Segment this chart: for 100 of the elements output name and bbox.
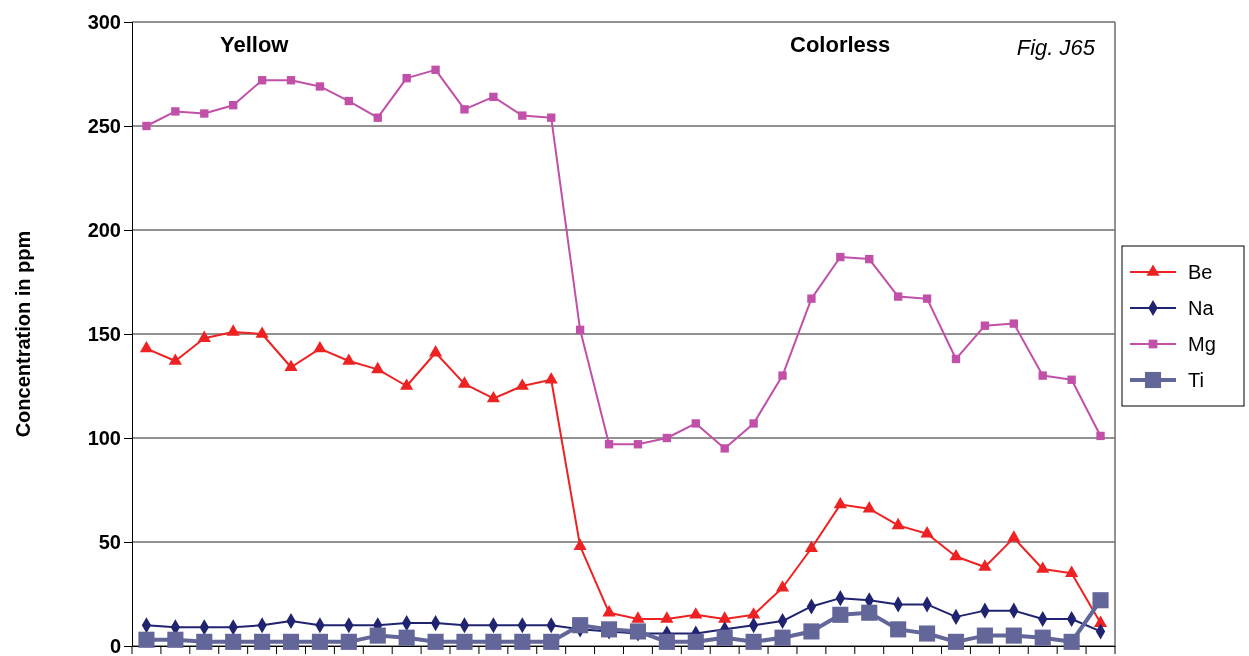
point [371, 361, 385, 374]
point [833, 496, 847, 509]
point [457, 376, 472, 388]
point [660, 611, 674, 623]
point [687, 633, 704, 650]
point [197, 330, 211, 342]
annotation: Colorless [790, 32, 891, 57]
legend-label: Mg [1188, 333, 1216, 355]
point [893, 292, 903, 301]
point [716, 629, 733, 646]
point [749, 419, 758, 428]
point [514, 633, 531, 650]
point [257, 76, 267, 85]
point [919, 625, 936, 642]
point [282, 633, 300, 650]
y-tick-label: 150 [87, 322, 121, 345]
point [1036, 561, 1050, 573]
legend-label: Ti [1188, 369, 1204, 391]
point [890, 621, 907, 638]
y-tick-label: 300 [87, 10, 121, 33]
point [427, 633, 444, 650]
point [402, 73, 411, 83]
point [138, 631, 155, 648]
y-axis-title: Concentration in ppm [12, 230, 34, 438]
point [456, 633, 473, 650]
point [861, 604, 878, 621]
point [431, 65, 440, 75]
point [200, 109, 209, 118]
point [980, 321, 990, 330]
point [1009, 319, 1018, 328]
point [747, 607, 761, 619]
point [340, 633, 357, 650]
point [600, 621, 618, 638]
point [658, 633, 675, 650]
point [689, 607, 703, 619]
point [662, 433, 672, 443]
point [254, 633, 271, 650]
point [225, 633, 242, 650]
point [778, 371, 787, 380]
point [862, 501, 876, 513]
point [774, 629, 791, 646]
point [691, 419, 700, 428]
point [1005, 627, 1022, 644]
point [369, 627, 386, 644]
point [398, 629, 415, 646]
point [807, 294, 816, 303]
point [342, 353, 356, 365]
point [171, 107, 180, 116]
y-tick-label: 250 [87, 114, 121, 137]
point [1007, 530, 1021, 542]
legend-label: Be [1188, 261, 1213, 283]
point [803, 623, 820, 640]
point [139, 340, 154, 353]
point [485, 633, 502, 650]
point [775, 580, 790, 592]
point [1067, 375, 1076, 384]
point [315, 82, 325, 91]
point [629, 623, 647, 640]
point [951, 354, 961, 364]
point [428, 345, 443, 357]
point [400, 378, 414, 390]
point [978, 559, 992, 571]
point [284, 359, 298, 372]
point [836, 252, 845, 262]
point [832, 606, 849, 623]
point [575, 325, 585, 335]
point [167, 631, 184, 648]
point [865, 254, 874, 264]
y-tick-label: 200 [87, 218, 121, 241]
point [720, 444, 729, 453]
point [168, 353, 182, 365]
point [804, 540, 819, 553]
point [891, 517, 905, 530]
point [1092, 592, 1109, 609]
point [255, 326, 269, 338]
point [311, 633, 328, 650]
y-tick-label: 50 [98, 530, 121, 553]
point [460, 105, 469, 114]
point [544, 372, 558, 384]
point [602, 605, 616, 617]
point [543, 633, 560, 650]
point [226, 324, 240, 336]
point [1096, 431, 1105, 441]
annotation: Fig. J65 [1016, 35, 1096, 60]
y-tick-label: 0 [109, 634, 121, 656]
annotation: Yellow [220, 32, 290, 57]
y-tick-label: 100 [87, 426, 121, 449]
point [373, 113, 382, 122]
point [604, 440, 614, 449]
point [1038, 371, 1047, 380]
point [196, 633, 213, 650]
point [313, 340, 327, 353]
point [718, 611, 732, 623]
point [486, 390, 500, 403]
point [229, 101, 238, 110]
point [518, 111, 527, 120]
point [286, 76, 296, 85]
legend-label: Na [1188, 297, 1215, 319]
point [745, 633, 762, 650]
point [949, 548, 963, 561]
